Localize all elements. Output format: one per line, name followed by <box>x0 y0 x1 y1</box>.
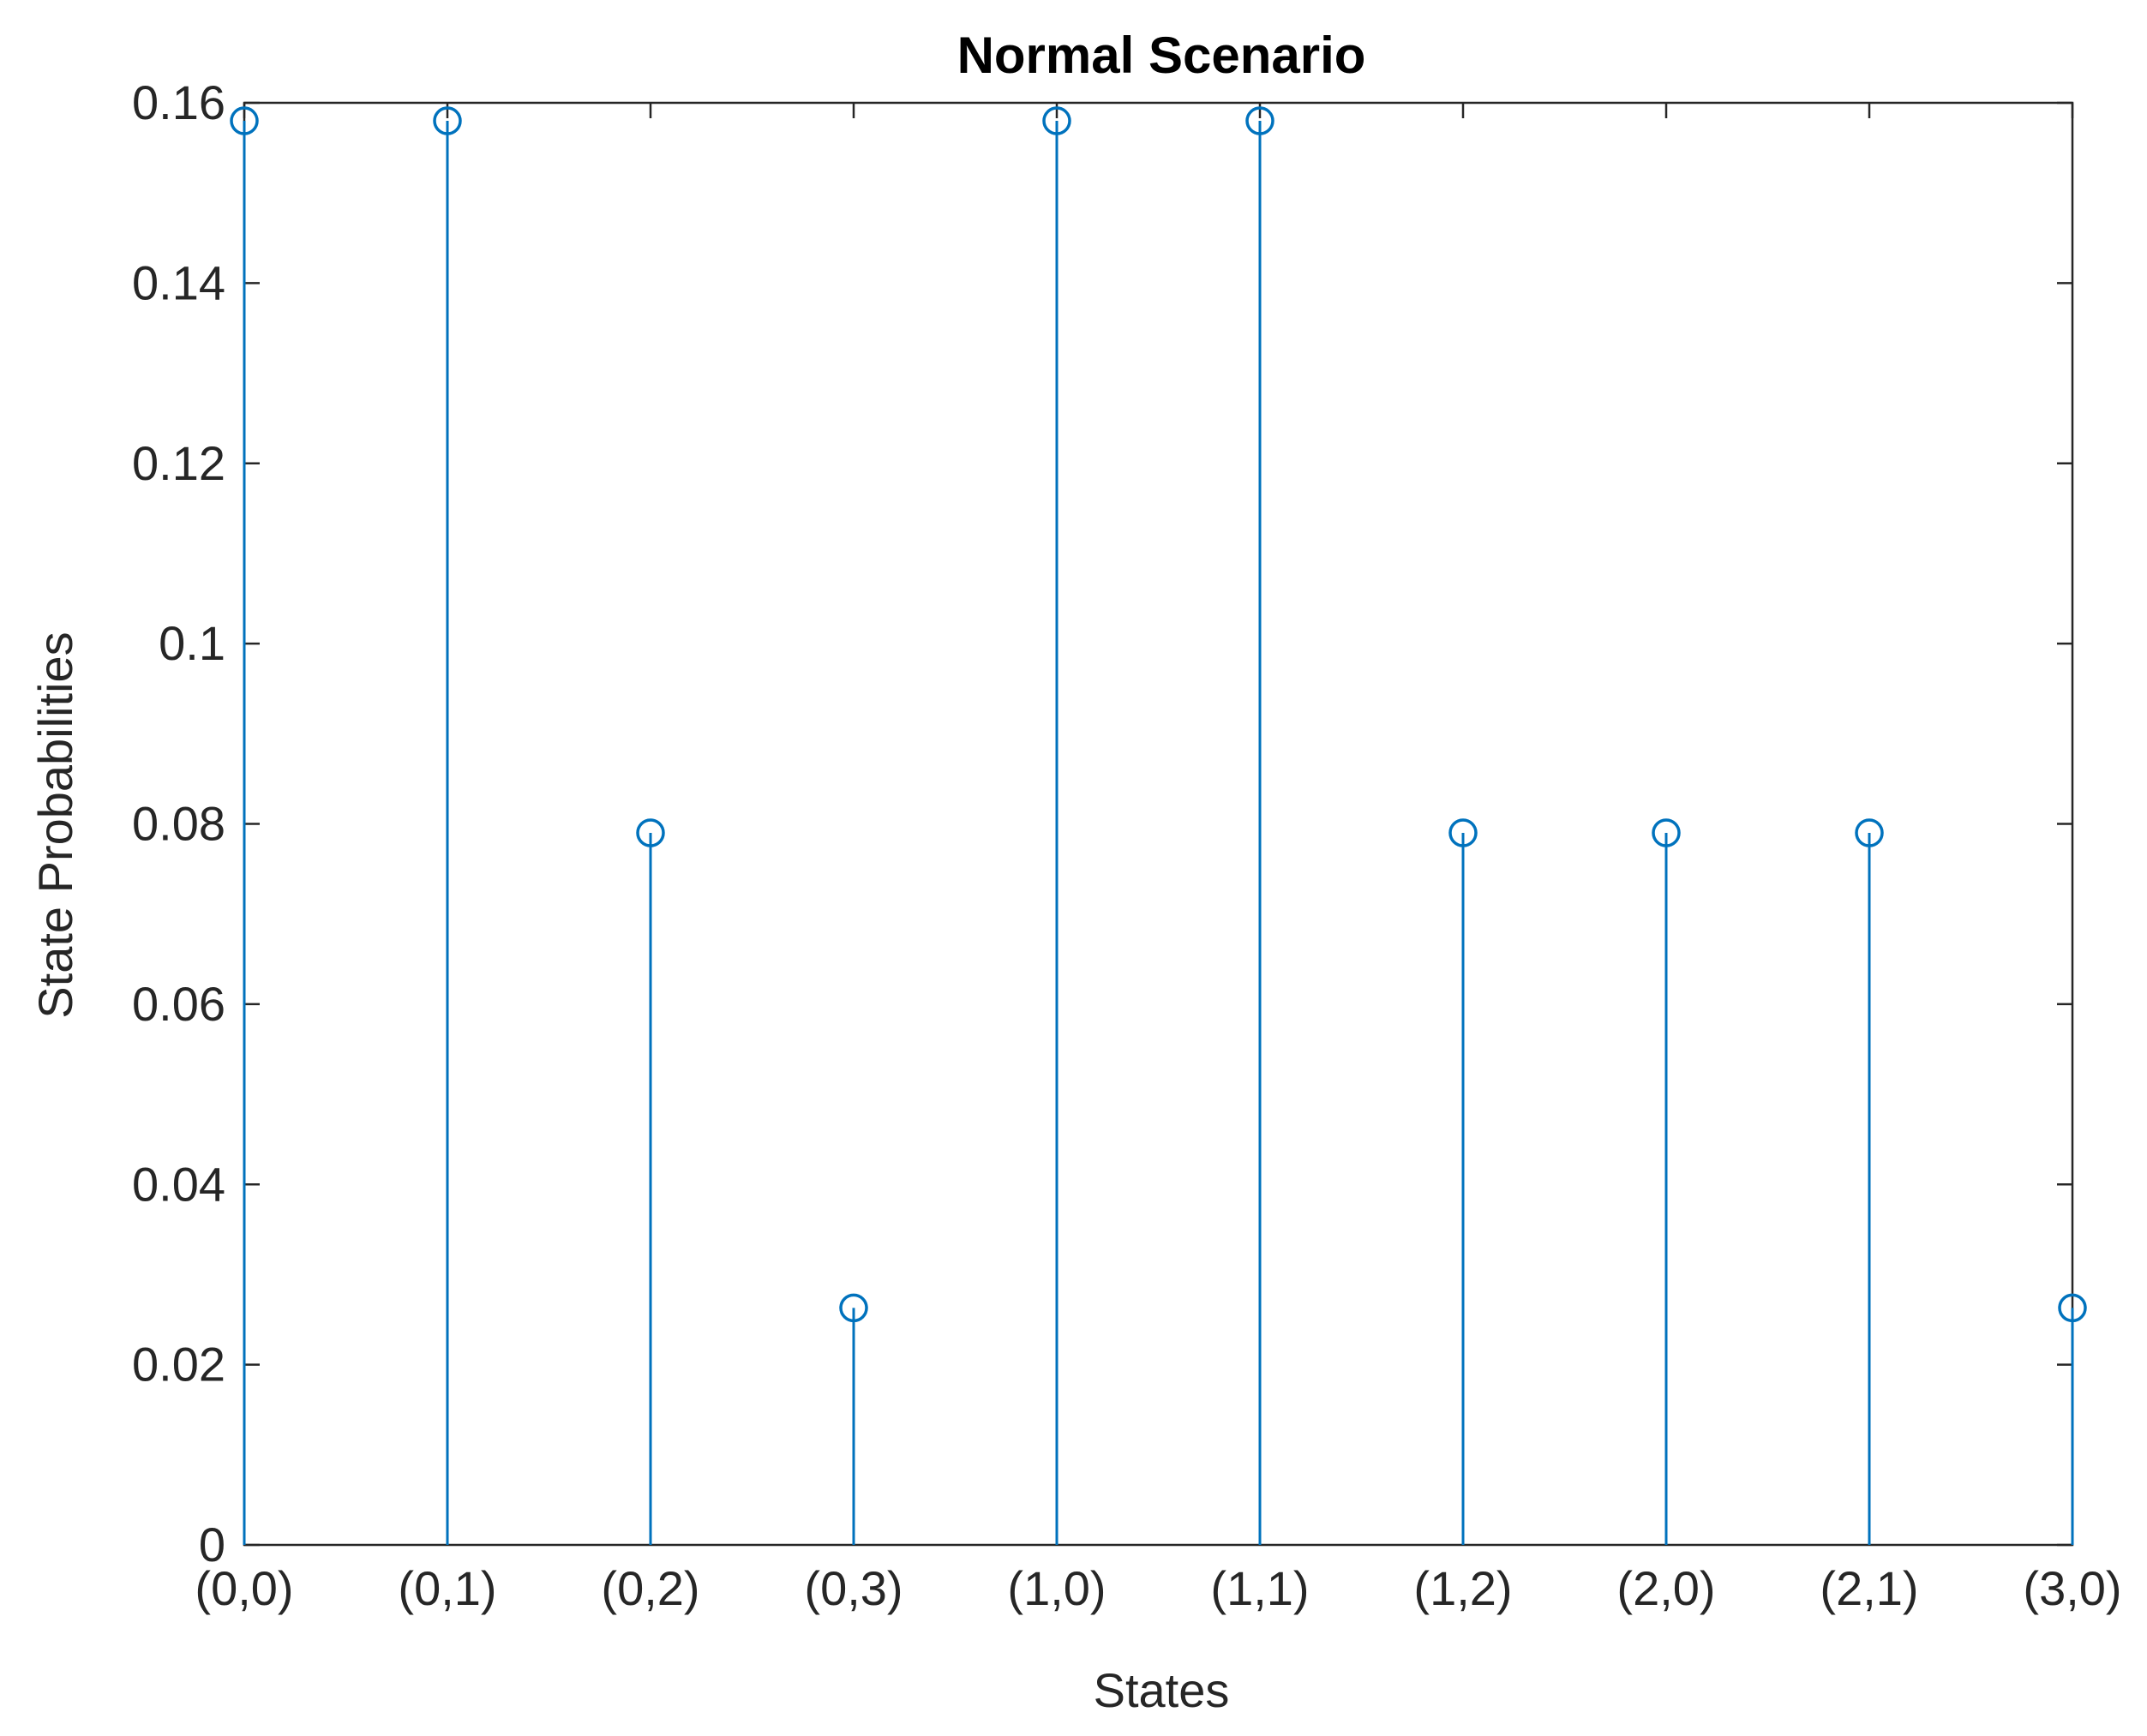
x-tick-label: (1,0) <box>1007 1561 1106 1615</box>
x-tick-label: (1,2) <box>1413 1561 1512 1615</box>
stem-marker <box>1855 818 1884 847</box>
x-tick-label: (0,1) <box>398 1561 496 1615</box>
y-tick-label: 0.08 <box>132 797 225 851</box>
y-tick-label: 0.16 <box>132 75 225 129</box>
y-tick-label: 0.14 <box>132 255 225 309</box>
x-axis-label: States <box>1094 1663 1230 1717</box>
y-tick-label: 0.1 <box>159 616 225 670</box>
stem-marker <box>2058 1293 2087 1323</box>
x-tick-label: (2,1) <box>1820 1561 1918 1615</box>
x-tick-label: (0,3) <box>804 1561 903 1615</box>
stem-marker <box>1448 818 1478 847</box>
y-axis-label: State Probabilities <box>28 632 82 1018</box>
plot-area-frame <box>243 101 2074 1547</box>
y-tick-label: 0.04 <box>132 1157 225 1211</box>
stems <box>230 106 2087 1545</box>
stem-marker <box>1652 818 1681 847</box>
stem-marker <box>230 106 259 135</box>
y-tick-label: 0.02 <box>132 1338 225 1392</box>
x-tick-label: (0,0) <box>195 1561 293 1615</box>
stem-marker <box>636 818 665 847</box>
x-tick-label: (0,2) <box>601 1561 699 1615</box>
stem-marker <box>1245 106 1274 135</box>
y-tick-label: 0.12 <box>132 436 225 490</box>
x-tick-label: (2,0) <box>1616 1561 1715 1615</box>
x-tick-label: (1,1) <box>1210 1561 1309 1615</box>
stem-marker <box>1042 106 1071 135</box>
stem-marker <box>433 106 462 135</box>
chart-title: Normal Scenario <box>957 27 1366 84</box>
y-tick-label: 0.06 <box>132 977 225 1031</box>
stem-marker <box>839 1293 868 1323</box>
ticks: 0 0.02 0.04 0.06 0.08 0.1 0.12 0.14 0.16 (0,0) (0,… <box>132 75 2122 1615</box>
axes <box>243 101 2074 1547</box>
y-tick-label: 0 <box>199 1518 225 1571</box>
x-tick-label: (3,0) <box>2023 1561 2121 1615</box>
